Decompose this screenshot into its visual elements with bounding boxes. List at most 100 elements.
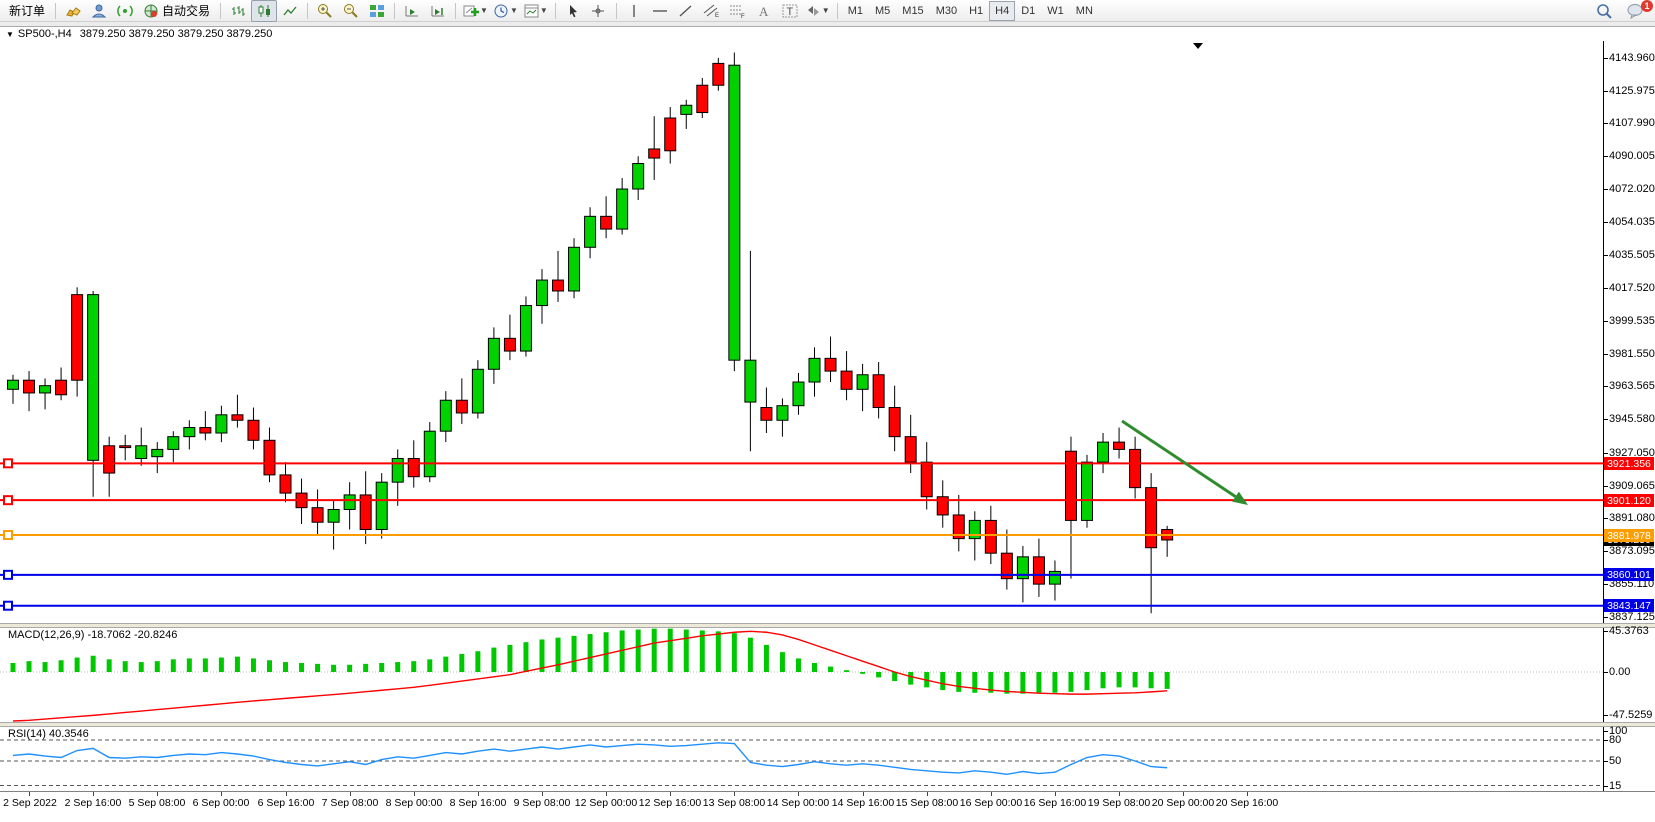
auto-scroll-icon[interactable] xyxy=(399,0,425,22)
signal-icon[interactable] xyxy=(112,0,138,22)
trend-arrow-head xyxy=(1232,491,1248,505)
macd-histogram-bar xyxy=(972,672,978,693)
macd-histogram-bar xyxy=(1068,672,1074,692)
time-label: 16 Sep 16:00 xyxy=(1023,797,1087,809)
timeframe-button-mn[interactable]: MN xyxy=(1075,4,1093,17)
price-tick-tick xyxy=(1603,617,1608,618)
time-tick xyxy=(221,792,222,796)
crosshair-icon[interactable] xyxy=(586,0,612,22)
collapse-icon[interactable]: ▼ xyxy=(6,29,14,39)
time-tick xyxy=(478,792,479,796)
price-chart-panel[interactable] xyxy=(0,41,1603,623)
line-anchor-handle[interactable] xyxy=(3,458,13,469)
timeframe-button-m5[interactable]: M5 xyxy=(875,4,891,17)
candle-body xyxy=(696,84,709,114)
candle-body xyxy=(423,430,436,478)
timeframe-button-h1[interactable]: H1 xyxy=(969,4,984,17)
macd-histogram-bar xyxy=(940,672,946,691)
candle-body xyxy=(359,494,372,531)
candle-body xyxy=(215,414,228,434)
time-tick xyxy=(29,792,30,796)
search-icon[interactable] xyxy=(1591,0,1617,22)
time-tick xyxy=(606,792,607,796)
candle-body xyxy=(616,188,629,230)
vertical-line-icon[interactable] xyxy=(621,0,647,22)
fibonacci-icon[interactable]: F xyxy=(725,0,751,22)
channel-icon[interactable]: E xyxy=(699,0,725,22)
timeframe-button-m15[interactable]: M15 xyxy=(902,4,924,17)
toolbar-separator xyxy=(554,2,556,19)
gold-icon[interactable] xyxy=(60,0,86,22)
macd-tick-label: 45.3763 xyxy=(1609,625,1649,637)
rsi-panel[interactable] xyxy=(0,727,1603,791)
toolbar-separator xyxy=(55,2,57,19)
text-icon[interactable]: A xyxy=(751,0,777,22)
time-tick xyxy=(542,792,543,796)
timeframe-button-d1[interactable]: D1 xyxy=(1021,4,1036,17)
candle-body xyxy=(535,279,548,307)
horizontal-line-icon[interactable] xyxy=(647,0,673,22)
chart-shift-icon[interactable] xyxy=(425,0,451,22)
svg-text:F: F xyxy=(741,14,745,18)
indicators-icon[interactable]: ▼ xyxy=(460,0,491,22)
macd-histogram-bar xyxy=(154,661,160,672)
macd-histogram-bar xyxy=(667,628,673,672)
templates-icon[interactable]: ▼ xyxy=(521,0,551,22)
price-tick-label: 3981.550 xyxy=(1609,348,1655,360)
rsi-tick-tick xyxy=(1603,740,1608,741)
candle-body xyxy=(1129,448,1142,489)
periods-icon[interactable]: ▼ xyxy=(491,0,521,22)
candlestick-chart[interactable] xyxy=(0,41,1603,623)
timeframe-button-h4[interactable]: H4 xyxy=(989,0,1016,21)
price-tick-label: 3837.125 xyxy=(1609,611,1655,623)
panel-separator[interactable] xyxy=(0,722,1655,727)
candle-body xyxy=(792,381,805,407)
toolbar-separator xyxy=(455,2,457,19)
label-icon[interactable]: T xyxy=(777,0,803,22)
panel-separator[interactable] xyxy=(0,623,1655,628)
chart-shift-marker[interactable] xyxy=(1193,43,1203,49)
time-label: 6 Sep 00:00 xyxy=(192,797,250,809)
macd-histogram-bar xyxy=(315,663,321,672)
macd-histogram-bar xyxy=(523,642,529,672)
macd-histogram-bar xyxy=(539,639,545,672)
time-label: 8 Sep 16:00 xyxy=(449,797,507,809)
line-anchor-handle[interactable] xyxy=(3,530,13,541)
zoom-in-icon[interactable] xyxy=(312,0,338,22)
time-label: 12 Sep 16:00 xyxy=(638,797,702,809)
macd-histogram-bar xyxy=(1132,672,1138,688)
macd-histogram-bar xyxy=(299,662,305,672)
shapes-icon[interactable]: ▼ xyxy=(803,0,833,22)
candlestick-chart-icon[interactable] xyxy=(251,0,278,22)
macd-histogram-bar xyxy=(779,652,785,672)
macd-histogram-bar xyxy=(587,634,593,672)
price-tick-tick xyxy=(1603,123,1608,124)
profile-icon[interactable] xyxy=(86,0,112,22)
macd-histogram-bar xyxy=(411,661,417,672)
timeframe-button-m1[interactable]: M1 xyxy=(847,4,863,17)
cursor-icon[interactable] xyxy=(560,0,586,22)
timeframe-button-m30[interactable]: M30 xyxy=(935,4,958,17)
bar-chart-icon[interactable] xyxy=(225,0,251,22)
trend-arrow[interactable] xyxy=(1121,419,1237,498)
price-tick-tick xyxy=(1603,255,1608,256)
candle-body xyxy=(888,407,901,438)
trendline-icon[interactable] xyxy=(673,0,699,22)
candle-body xyxy=(1081,461,1094,521)
line-anchor-handle[interactable] xyxy=(3,495,13,506)
macd-histogram-bar xyxy=(828,666,834,672)
line-chart-icon[interactable] xyxy=(277,0,303,22)
line-anchor-handle[interactable] xyxy=(3,569,13,580)
tile-windows-icon[interactable] xyxy=(364,0,390,22)
auto-trading-button[interactable]: 自动交易 xyxy=(138,0,216,22)
new-order-button[interactable]: 新订单 xyxy=(3,0,51,22)
candle-body xyxy=(1145,487,1158,549)
zoom-out-icon[interactable] xyxy=(338,0,364,22)
timeframe-button-w1[interactable]: W1 xyxy=(1047,4,1064,17)
time-tick xyxy=(286,792,287,796)
macd-panel[interactable] xyxy=(0,628,1603,722)
chat-icon[interactable]: 1 xyxy=(1623,0,1653,22)
line-anchor-handle[interactable] xyxy=(3,600,13,611)
time-axis[interactable]: 2 Sep 2022 2 Sep 16:00 5 Sep 08:00 6 Sep 00… xyxy=(0,792,1655,814)
